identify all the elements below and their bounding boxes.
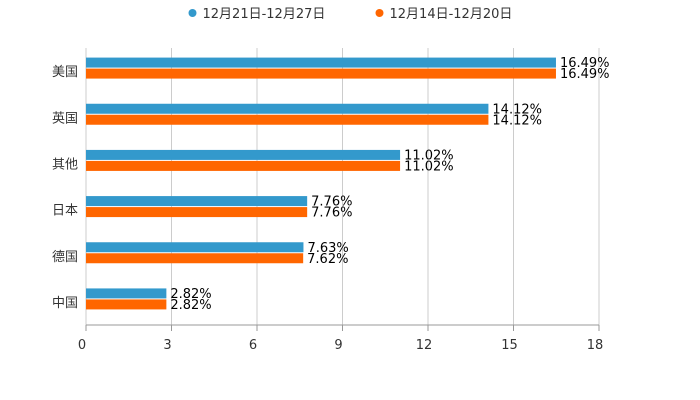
bar (86, 196, 308, 207)
category-label: 中国 (52, 296, 78, 311)
bar (86, 253, 304, 264)
bar (86, 114, 489, 125)
data-label: 14.12% (492, 102, 542, 117)
category-label: 日本 (52, 204, 78, 219)
category-label: 德国 (52, 250, 78, 265)
legend-marker (188, 9, 197, 17)
x-tick-label: 3 (163, 338, 171, 353)
bar (86, 242, 304, 253)
data-label: 11.02% (404, 148, 454, 163)
x-tick-label: 18 (587, 338, 604, 353)
legend-label: 12月14日-12月20日 (390, 7, 513, 22)
data-label: 7.76% (311, 206, 352, 221)
grid-lines (85, 48, 600, 325)
data-label: 7.62% (307, 252, 348, 267)
data-label: 16.49% (560, 56, 610, 71)
data-label: 11.02% (404, 159, 454, 174)
data-label: 7.76% (311, 195, 352, 210)
category-label: 美国 (52, 65, 78, 80)
x-tick-label: 9 (334, 338, 342, 353)
data-label: 14.12% (492, 113, 542, 128)
labels: 美国 16.49%16.49% 英国 14.12%14.12% 其他 11.02%11.0… (52, 56, 610, 313)
category-label: 其他 (52, 157, 78, 172)
bar (86, 149, 401, 160)
data-label: 2.82% (170, 298, 211, 313)
x-tick-label: 6 (249, 338, 257, 353)
bars (86, 57, 556, 310)
legend-marker (375, 9, 384, 17)
data-label: 16.49% (560, 67, 610, 82)
bar (86, 288, 167, 299)
x-tick-label: 0 (78, 338, 86, 353)
bar (86, 160, 401, 171)
legend-label: 12月21日-12月27日 (203, 7, 326, 22)
bar (86, 68, 556, 79)
data-label: 7.63% (307, 241, 348, 256)
x-tick-label: 15 (501, 338, 518, 353)
bar (86, 57, 556, 68)
bar (86, 103, 489, 114)
bar (86, 299, 167, 310)
x-axis: 0 3 6 9 12 15 18 (78, 324, 604, 353)
x-tick-label: 12 (416, 338, 433, 353)
data-label: 2.82% (170, 287, 211, 302)
category-label: 英国 (52, 111, 78, 126)
legend: 12月21日-12月27日 12月14日-12月20日 (188, 7, 513, 22)
bar (86, 207, 308, 218)
